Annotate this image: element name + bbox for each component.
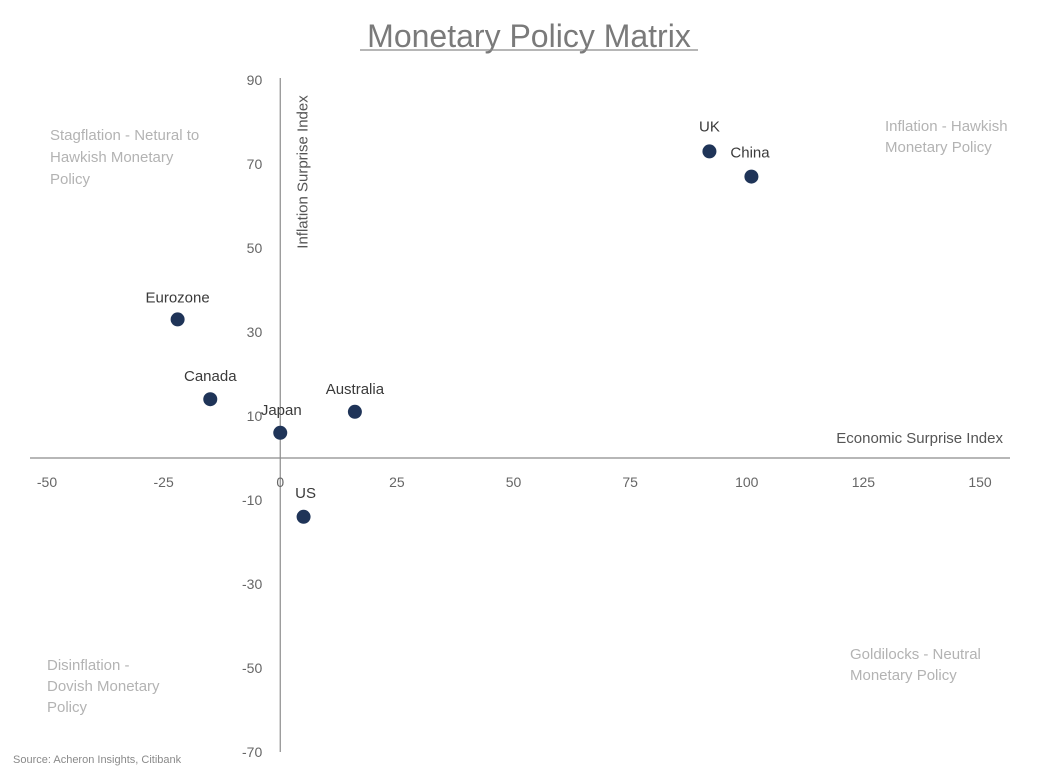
x-tick-label: 150 bbox=[968, 474, 992, 490]
y-tick-label: -10 bbox=[242, 492, 262, 508]
data-point-label: Canada bbox=[184, 368, 237, 385]
x-tick-label: 25 bbox=[389, 474, 405, 490]
y-tick-label: 30 bbox=[247, 324, 263, 340]
data-point bbox=[744, 169, 759, 184]
quadrant-line: Hawkish Monetary bbox=[50, 149, 174, 166]
y-tick-label: 10 bbox=[247, 408, 263, 424]
y-tick-labels: 90 70 50 30 10 -10 -30 -50 -70 bbox=[242, 72, 262, 760]
x-tick-label: -50 bbox=[37, 474, 57, 490]
quadrant-line: Monetary Policy bbox=[850, 667, 957, 684]
x-tick-label: 100 bbox=[735, 474, 759, 490]
x-tick-label: -25 bbox=[154, 474, 174, 490]
data-point-label: UK bbox=[699, 118, 720, 135]
quadrant-label-bottom-right: Goldilocks - Neutral Monetary Policy bbox=[850, 646, 985, 684]
data-point bbox=[296, 509, 311, 524]
x-tick-label: 75 bbox=[622, 474, 638, 490]
quadrant-label-top-left: Stagflation - Netural to Hawkish Monetar… bbox=[50, 127, 203, 188]
data-point-label: China bbox=[730, 145, 770, 162]
data-point bbox=[347, 404, 362, 419]
source-note: Source: Acheron Insights, Citibank bbox=[13, 754, 182, 766]
quadrant-line: Disinflation - bbox=[47, 657, 130, 674]
data-point bbox=[203, 392, 218, 407]
x-tick-label: 50 bbox=[506, 474, 522, 490]
x-tick-label: 125 bbox=[852, 474, 876, 490]
data-points: UK China Eurozone Canada Australia Japan US bbox=[146, 118, 770, 524]
y-tick-label: 90 bbox=[247, 72, 263, 88]
x-tick-labels: -50 -25 0 25 50 75 100 125 150 bbox=[37, 474, 992, 490]
quadrant-line: Stagflation - Netural to bbox=[50, 127, 199, 144]
quadrant-label-bottom-left: Disinflation - Dovish Monetary Policy bbox=[47, 657, 164, 716]
y-tick-label: 70 bbox=[247, 156, 263, 172]
quadrant-label-top-right: Inflation - Hawkish Monetary Policy bbox=[885, 118, 1012, 156]
data-point-label: Japan bbox=[261, 402, 302, 419]
data-point bbox=[702, 144, 717, 159]
quadrant-line: Policy bbox=[50, 171, 91, 188]
quadrant-line: Monetary Policy bbox=[885, 139, 992, 156]
y-tick-label: -30 bbox=[242, 576, 262, 592]
y-axis-label: Inflation Surprise Index bbox=[294, 95, 311, 249]
y-tick-label: 50 bbox=[247, 240, 263, 256]
quadrant-line: Inflation - Hawkish bbox=[885, 118, 1008, 135]
x-axis-label: Economic Surprise Index bbox=[836, 430, 1003, 447]
data-point-label: US bbox=[295, 485, 316, 502]
chart-title: Monetary Policy Matrix bbox=[367, 18, 691, 54]
y-tick-label: -50 bbox=[242, 660, 262, 676]
data-point-label: Eurozone bbox=[146, 289, 210, 306]
quadrant-line: Goldilocks - Neutral bbox=[850, 646, 981, 663]
data-point bbox=[273, 425, 288, 440]
data-point bbox=[170, 312, 185, 327]
data-point-label: Australia bbox=[326, 381, 385, 398]
quadrant-line: Dovish Monetary bbox=[47, 678, 160, 695]
y-tick-label: -70 bbox=[242, 744, 262, 760]
quadrant-line: Policy bbox=[47, 699, 88, 716]
x-tick-label: 0 bbox=[276, 474, 284, 490]
